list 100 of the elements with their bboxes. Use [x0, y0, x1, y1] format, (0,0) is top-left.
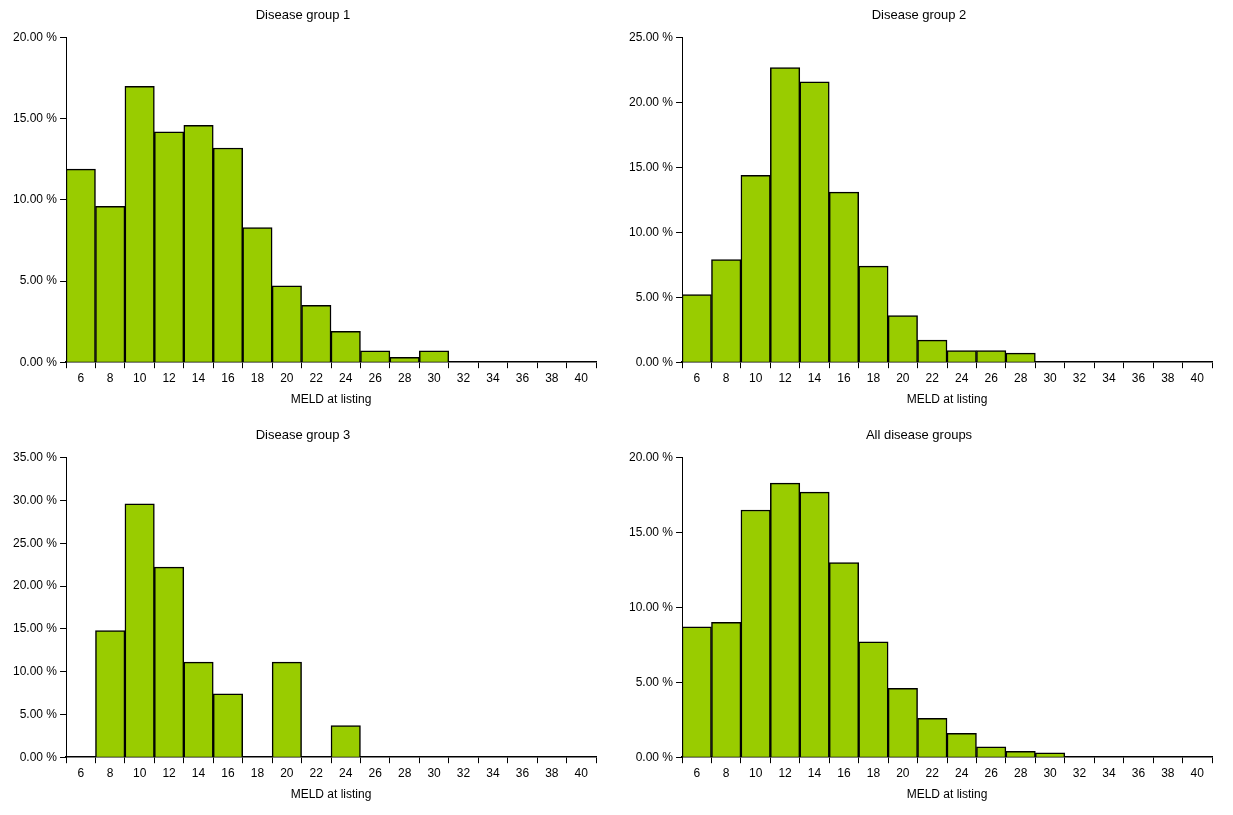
- x-tick-label: 14: [807, 765, 822, 780]
- y-tick-label: 35.00 %: [12, 449, 58, 464]
- x-tick-label: 6: [77, 370, 85, 385]
- x-tick-label: 36: [1131, 370, 1146, 385]
- x-tick-label: 6: [77, 765, 85, 780]
- x-tick-label: 8: [106, 765, 114, 780]
- y-tick-label: 10.00 %: [12, 663, 58, 678]
- y-tick-label: 20.00 %: [12, 29, 58, 44]
- x-tick-label: 8: [106, 370, 114, 385]
- chart-title: Disease group 2: [871, 7, 967, 23]
- x-tick-label: 32: [1072, 370, 1087, 385]
- x-tick-label: 20: [896, 370, 910, 385]
- y-tick-label: 15.00 %: [12, 621, 58, 636]
- x-tick-label: 30: [1043, 765, 1058, 780]
- x-tick-label: 14: [191, 370, 206, 385]
- x-tick-label: 14: [807, 370, 822, 385]
- y-tick-label: 0.00 %: [19, 354, 58, 369]
- x-tick-label: 26: [984, 370, 999, 385]
- x-tick-label: 12: [162, 765, 177, 780]
- x-tick-label: 24: [955, 370, 969, 385]
- y-tick-label: 10.00 %: [628, 224, 674, 239]
- y-tick-label: 30.00 %: [12, 492, 58, 507]
- x-tick-label: 16: [837, 370, 851, 385]
- x-tick-label: 22: [309, 765, 324, 780]
- y-tick-label: 20.00 %: [628, 449, 674, 464]
- x-axis-title: MELD at listing: [290, 787, 372, 802]
- x-tick-label: 28: [397, 765, 412, 780]
- x-tick-label: 38: [545, 765, 559, 780]
- x-axis-title: MELD at listing: [906, 392, 988, 407]
- x-tick-label: 36: [1131, 765, 1146, 780]
- x-tick-label: 22: [925, 765, 940, 780]
- x-tick-label: 22: [309, 370, 324, 385]
- x-tick-label: 36: [515, 370, 530, 385]
- x-tick-label: 26: [984, 765, 999, 780]
- x-tick-label: 32: [1072, 765, 1087, 780]
- x-tick-label: 36: [515, 765, 530, 780]
- x-tick-label: 20: [896, 765, 910, 780]
- x-tick-label: 16: [221, 370, 235, 385]
- x-axis-title: MELD at listing: [906, 787, 988, 802]
- x-axis-title: MELD at listing: [290, 392, 372, 407]
- x-tick-label: 30: [427, 765, 442, 780]
- x-tick-label: 22: [925, 370, 940, 385]
- x-tick-label: 40: [1190, 370, 1205, 385]
- x-tick-label: 34: [486, 370, 500, 385]
- x-tick-label: 40: [574, 370, 589, 385]
- x-tick-label: 34: [1102, 370, 1116, 385]
- x-tick-label: 6: [693, 370, 701, 385]
- x-tick-label: 28: [1013, 370, 1028, 385]
- y-tick-label: 10.00 %: [628, 599, 674, 614]
- y-tick-label: 0.00 %: [635, 749, 674, 764]
- x-tick-label: 10: [132, 370, 147, 385]
- x-tick-label: 34: [1102, 765, 1116, 780]
- x-tick-label: 8: [722, 370, 730, 385]
- x-tick-label: 18: [866, 765, 881, 780]
- y-tick-label: 15.00 %: [628, 159, 674, 174]
- x-tick-label: 6: [693, 765, 701, 780]
- chart-title: All disease groups: [865, 427, 973, 443]
- x-tick-label: 24: [339, 765, 353, 780]
- x-tick-label: 38: [1161, 370, 1175, 385]
- x-tick-label: 30: [1043, 370, 1058, 385]
- y-tick-label: 5.00 %: [19, 706, 58, 721]
- x-tick-label: 28: [397, 370, 412, 385]
- y-tick-label: 25.00 %: [12, 535, 58, 550]
- x-tick-label: 20: [280, 370, 294, 385]
- x-tick-label: 16: [221, 765, 235, 780]
- x-tick-label: 18: [250, 370, 265, 385]
- x-tick-label: 12: [162, 370, 177, 385]
- x-tick-label: 16: [837, 765, 851, 780]
- x-tick-label: 20: [280, 765, 294, 780]
- y-tick-label: 0.00 %: [19, 749, 58, 764]
- x-tick-label: 10: [748, 765, 763, 780]
- y-tick-label: 5.00 %: [635, 289, 674, 304]
- y-tick-label: 5.00 %: [635, 674, 674, 689]
- x-tick-label: 32: [456, 765, 471, 780]
- x-tick-label: 10: [748, 370, 763, 385]
- x-tick-label: 26: [368, 370, 383, 385]
- x-tick-label: 12: [778, 370, 793, 385]
- x-tick-label: 24: [339, 370, 353, 385]
- y-tick-label: 20.00 %: [628, 94, 674, 109]
- y-tick-label: 15.00 %: [12, 111, 58, 126]
- x-tick-label: 32: [456, 370, 471, 385]
- x-tick-label: 38: [1161, 765, 1175, 780]
- x-tick-label: 8: [722, 765, 730, 780]
- chart-title: Disease group 3: [255, 427, 351, 443]
- x-tick-label: 24: [955, 765, 969, 780]
- x-tick-label: 14: [191, 765, 206, 780]
- x-tick-label: 12: [778, 765, 793, 780]
- y-tick-label: 5.00 %: [19, 273, 58, 288]
- x-tick-label: 10: [132, 765, 147, 780]
- x-tick-label: 34: [486, 765, 500, 780]
- x-tick-label: 38: [545, 370, 559, 385]
- x-tick-label: 28: [1013, 765, 1028, 780]
- y-tick-label: 10.00 %: [12, 192, 58, 207]
- x-tick-label: 40: [574, 765, 589, 780]
- x-tick-label: 26: [368, 765, 383, 780]
- x-tick-label: 40: [1190, 765, 1205, 780]
- y-tick-label: 20.00 %: [12, 578, 58, 593]
- x-tick-label: 18: [250, 765, 265, 780]
- x-tick-label: 18: [866, 370, 881, 385]
- y-tick-label: 15.00 %: [628, 524, 674, 539]
